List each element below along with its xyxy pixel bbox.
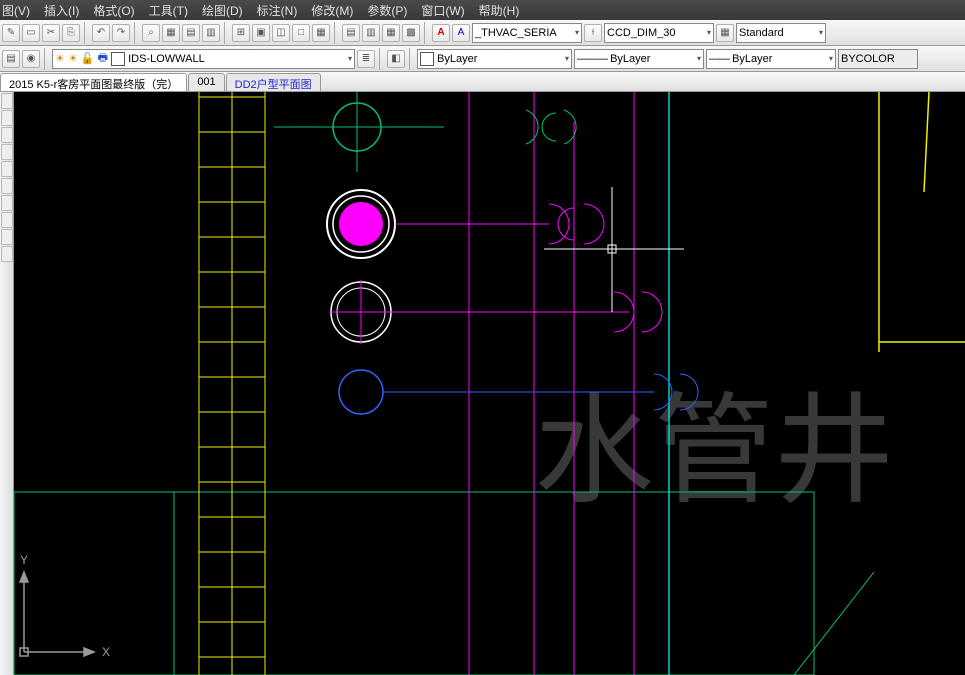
separator — [134, 22, 138, 44]
dim-style-icon[interactable]: ⟊ — [584, 24, 602, 42]
chevron-down-icon: ▾ — [819, 28, 823, 37]
menu-modify[interactable]: 修改(M) — [311, 2, 353, 19]
svg-text:X: X — [102, 645, 110, 659]
plotstyle-value: BYCOLOR — [841, 53, 895, 65]
text-style-icon[interactable]: A — [452, 24, 470, 42]
separator — [424, 22, 428, 44]
strip-icon[interactable] — [1, 178, 13, 194]
tool-icon[interactable]: ↷ — [112, 24, 130, 42]
toolbar-row-2: ▤ ◉ ☀ ☀ 🔓 🖶 IDS-LOWWALL ▾ ≣ ◧ ByLayer ▾ … — [0, 46, 965, 72]
chevron-down-icon: ▾ — [575, 28, 579, 37]
tool-icon[interactable]: ▣ — [252, 24, 270, 42]
tool-icon[interactable]: ▩ — [402, 24, 420, 42]
lineweight-value: ByLayer — [732, 53, 772, 65]
layer-dropdown[interactable]: ☀ ☀ 🔓 🖶 IDS-LOWWALL ▾ — [52, 49, 355, 69]
separator — [224, 22, 228, 44]
tool-icon[interactable]: ▥ — [362, 24, 380, 42]
separator — [379, 48, 383, 70]
strip-icon[interactable] — [1, 246, 13, 262]
dropdown-value: CCD_DIM_30 — [607, 27, 675, 39]
separator — [84, 22, 88, 44]
menu-dim[interactable]: 标注(N) — [257, 2, 298, 19]
lineweight-dropdown[interactable]: —— ByLayer ▾ — [706, 49, 836, 69]
chevron-down-icon: ▾ — [829, 54, 833, 63]
layer-icon[interactable]: ◉ — [22, 50, 40, 68]
strip-icon[interactable] — [1, 93, 13, 109]
layout-tab[interactable]: DD2户型平面图 — [226, 73, 321, 91]
cad-drawing: 水管井 — [14, 92, 965, 675]
tool-icon[interactable]: ↶ — [92, 24, 110, 42]
separator — [334, 22, 338, 44]
doc-tab-active[interactable]: 2015 K5-r客房平面图最终版（完） — [0, 73, 187, 91]
document-tabs: 2015 K5-r客房平面图最终版（完） 001 DD2户型平面图 — [0, 72, 965, 92]
tool-icon[interactable]: ⎘ — [62, 24, 80, 42]
dropdown-value: Standard — [739, 27, 784, 39]
menu-tools[interactable]: 工具(T) — [149, 2, 188, 19]
menu-window[interactable]: 窗口(W) — [421, 2, 464, 19]
text-style-dropdown[interactable]: Standard ▾ — [736, 23, 826, 43]
tool-icon[interactable]: ✂ — [42, 24, 60, 42]
chevron-down-icon: ▾ — [697, 54, 701, 63]
tool-icon[interactable]: ▦ — [382, 24, 400, 42]
color-tool-icon[interactable]: ◧ — [387, 50, 405, 68]
chevron-down-icon: ▾ — [565, 54, 569, 63]
layer-name: IDS-LOWWALL — [128, 53, 205, 65]
strip-icon[interactable] — [1, 229, 13, 245]
menu-format[interactable]: 格式(O) — [93, 2, 134, 19]
strip-icon[interactable] — [1, 127, 13, 143]
color-dropdown[interactable]: ByLayer ▾ — [417, 49, 572, 69]
tool-icon[interactable]: ▦ — [312, 24, 330, 42]
tool-icon[interactable]: ▭ — [22, 24, 40, 42]
tool-icon[interactable]: ⊞ — [232, 24, 250, 42]
tool-icon[interactable]: ◫ — [272, 24, 290, 42]
tool-icon[interactable]: ▤ — [182, 24, 200, 42]
left-tool-strip — [0, 92, 14, 675]
tool-icon[interactable]: ▦ — [162, 24, 180, 42]
menu-draw[interactable]: 绘图(D) — [202, 2, 243, 19]
separator — [409, 48, 413, 70]
svg-text:Y: Y — [20, 553, 28, 567]
chevron-down-icon: ▾ — [348, 54, 352, 63]
linetype-value: ByLayer — [610, 53, 650, 65]
color-value: ByLayer — [437, 53, 477, 65]
menu-params[interactable]: 参数(P) — [367, 2, 407, 19]
strip-icon[interactable] — [1, 110, 13, 126]
strip-icon[interactable] — [1, 144, 13, 160]
plotstyle-dropdown: BYCOLOR — [838, 49, 918, 69]
dim-style-dropdown[interactable]: CCD_DIM_30 ▾ — [604, 23, 714, 43]
tool-icon[interactable]: ⌕ — [142, 24, 160, 42]
dropdown-value: _THVAC_SERIA — [475, 27, 557, 39]
layer-icon[interactable]: ▤ — [2, 50, 20, 68]
layout-tab[interactable]: 001 — [188, 73, 224, 91]
linetype-dropdown[interactable]: ——— ByLayer ▾ — [574, 49, 704, 69]
separator — [44, 48, 48, 70]
layer-tool-icon[interactable]: ≣ — [357, 50, 375, 68]
chevron-down-icon: ▾ — [707, 28, 711, 37]
hvac-style-dropdown[interactable]: _THVAC_SERIA ▾ — [472, 23, 582, 43]
strip-icon[interactable] — [1, 212, 13, 228]
menu-view[interactable]: 图(V) — [2, 2, 30, 19]
watermark-text: 水管井 — [534, 385, 894, 518]
menu-bar: 图(V) 插入(I) 格式(O) 工具(T) 绘图(D) 标注(N) 修改(M)… — [0, 0, 965, 20]
menu-help[interactable]: 帮助(H) — [479, 2, 520, 19]
tool-icon[interactable]: ▥ — [202, 24, 220, 42]
tool-icon[interactable]: ▤ — [342, 24, 360, 42]
strip-icon[interactable] — [1, 195, 13, 211]
drawing-canvas[interactable]: 水管井 — [14, 92, 965, 675]
text-style-icon[interactable]: A — [432, 24, 450, 42]
tool-icon[interactable]: ✎ — [2, 24, 20, 42]
tool-icon[interactable]: □ — [292, 24, 310, 42]
strip-icon[interactable] — [1, 161, 13, 177]
table-style-icon[interactable]: ▦ — [716, 24, 734, 42]
menu-insert[interactable]: 插入(I) — [44, 2, 79, 19]
toolbar-row-1: ✎ ▭ ✂ ⎘ ↶ ↷ ⌕ ▦ ▤ ▥ ⊞ ▣ ◫ □ ▦ ▤ ▥ ▦ ▩ A … — [0, 20, 965, 46]
